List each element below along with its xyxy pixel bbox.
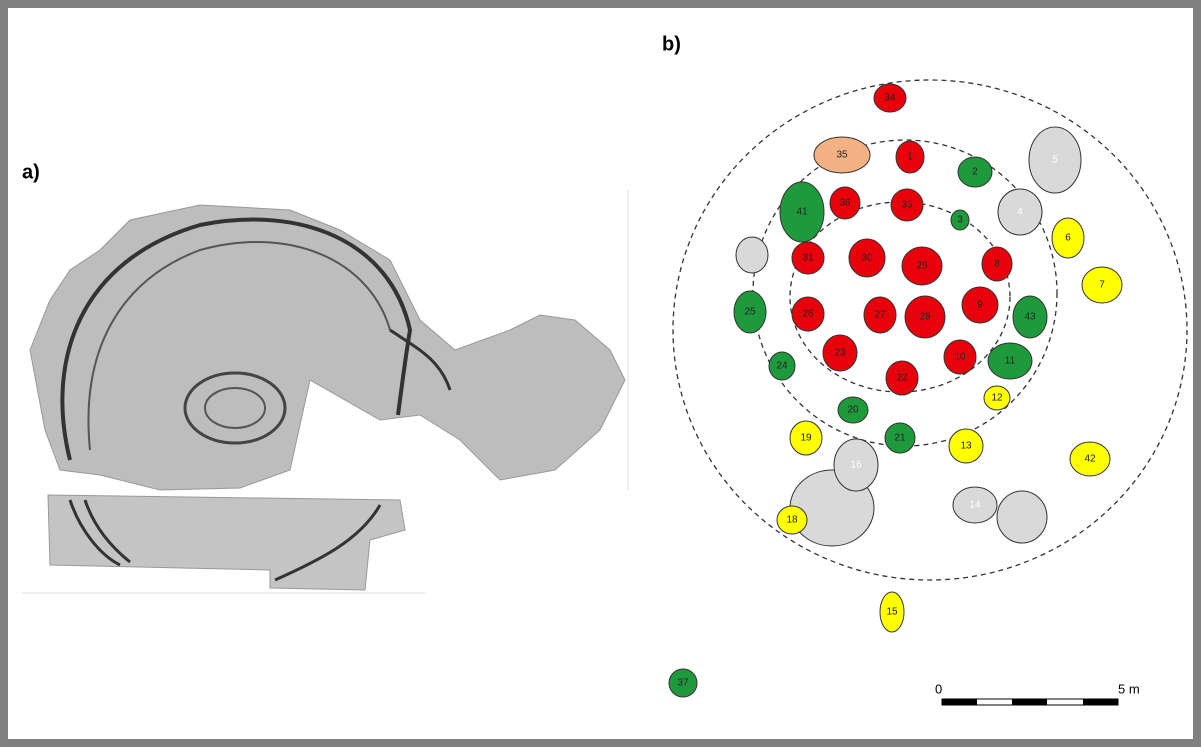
- pit-label: 16: [850, 460, 862, 471]
- pit-label: 18: [786, 515, 798, 526]
- pit-label: 26: [802, 309, 814, 320]
- pit-label: 33: [901, 200, 913, 211]
- pit-label: 27: [874, 310, 886, 321]
- pit-label: 1: [907, 152, 913, 163]
- pit-label: 8: [994, 259, 1000, 270]
- pit-label: 31: [802, 253, 814, 264]
- feature: [736, 237, 768, 273]
- pit-label: 11: [1005, 356, 1016, 367]
- pit-label: 41: [796, 207, 808, 218]
- pit-label: 23: [834, 348, 846, 359]
- pit-label: 4: [1017, 207, 1023, 218]
- scale-seg: [942, 699, 977, 705]
- feature: [997, 491, 1047, 543]
- pit-label: 5: [1052, 155, 1058, 166]
- pit-label: 22: [896, 373, 908, 384]
- scale-seg: [1083, 699, 1118, 705]
- panel-label: a): [22, 161, 40, 183]
- pit-label: 36: [839, 198, 851, 209]
- scale-start: 0: [935, 681, 942, 696]
- scale-end: 5 m: [1118, 681, 1140, 696]
- pit-label: 37: [677, 678, 689, 689]
- pit-label: 13: [960, 441, 972, 452]
- scale-seg: [1012, 699, 1047, 705]
- pit-label: 28: [919, 312, 931, 323]
- figure: 3413633313029892627282310222413254311242…: [0, 0, 1201, 747]
- pit-label: 19: [800, 433, 812, 444]
- pit-label: 21: [894, 433, 906, 444]
- pit-label: 2: [972, 167, 978, 178]
- page: 3413633313029892627282310222413254311242…: [0, 0, 1201, 747]
- pit-label: 42: [1084, 454, 1096, 465]
- panel-label: b): [662, 33, 681, 55]
- pit-label: 35: [836, 150, 848, 161]
- pit-label: 10: [954, 352, 966, 363]
- pit-label: 12: [991, 393, 1003, 404]
- pit-label: 29: [916, 261, 928, 272]
- pit-label: 24: [776, 361, 788, 372]
- pit-label: 9: [977, 300, 983, 311]
- pit-label: 43: [1024, 312, 1036, 323]
- pit-label: 7: [1099, 280, 1105, 291]
- pit-label: 6: [1065, 233, 1071, 244]
- pit-label: 20: [847, 405, 859, 416]
- pit-label: 34: [884, 93, 896, 104]
- pit-label: 30: [861, 253, 873, 264]
- pit-label: 3: [957, 215, 963, 226]
- pit-label: 25: [744, 307, 756, 318]
- pit-label: 14: [969, 500, 981, 511]
- pit-label: 15: [886, 607, 898, 618]
